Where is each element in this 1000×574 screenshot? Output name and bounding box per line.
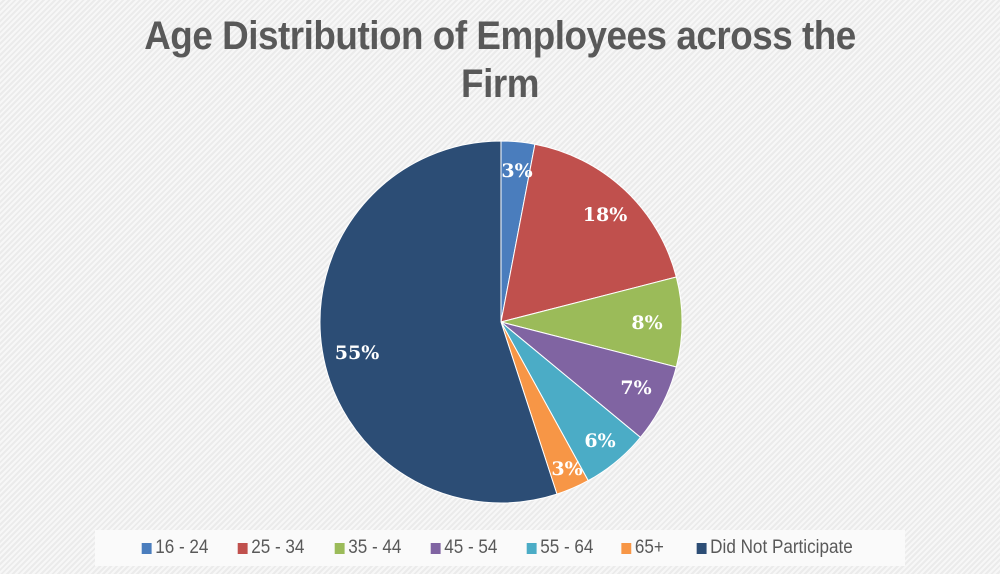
pie-labels: 3%18%8%7%6%3%55% [335,160,663,480]
legend-swatch [430,542,441,554]
legend-swatch [141,542,152,554]
chart-title-line-2: Firm [461,62,539,106]
slice-label: 55% [335,342,380,364]
pie-slice-did-not-participate [319,140,558,504]
slice-label: 7% [620,377,651,399]
legend-swatch [621,542,632,554]
legend-item-25-34: 25 - 34 [238,537,305,559]
legend-item-35-44: 35 - 44 [334,537,401,559]
legend-swatch [334,542,345,554]
legend-item-55-64: 55 - 64 [526,537,593,559]
pie-slice-35-44 [500,276,683,368]
legend-item-16-24: 16 - 24 [141,537,209,559]
legend-swatch [526,542,537,554]
legend-swatch [696,542,707,554]
legend-item-45-54: 45 - 54 [430,537,497,559]
legend-swatch [238,542,249,554]
pie-slice-25-34 [500,143,677,323]
chart-title: Age Distribution of Employees across the… [40,12,960,108]
legend-item-65-plus: 65+ [621,537,664,559]
slice-label: 3% [551,458,582,480]
pie-slices [319,140,683,504]
legend-item-did-not-participate: Did Not Participate [696,537,853,559]
slice-label: 8% [631,312,662,334]
slice-label: 3% [501,160,532,182]
chart-title-line-1: Age Distribution of Employees across the [144,14,856,58]
slice-label: 6% [584,430,615,452]
chart-legend: 16 - 24 25 - 34 35 - 44 45 - 54 55 - 64 … [95,530,905,566]
slice-label: 18% [583,204,628,226]
